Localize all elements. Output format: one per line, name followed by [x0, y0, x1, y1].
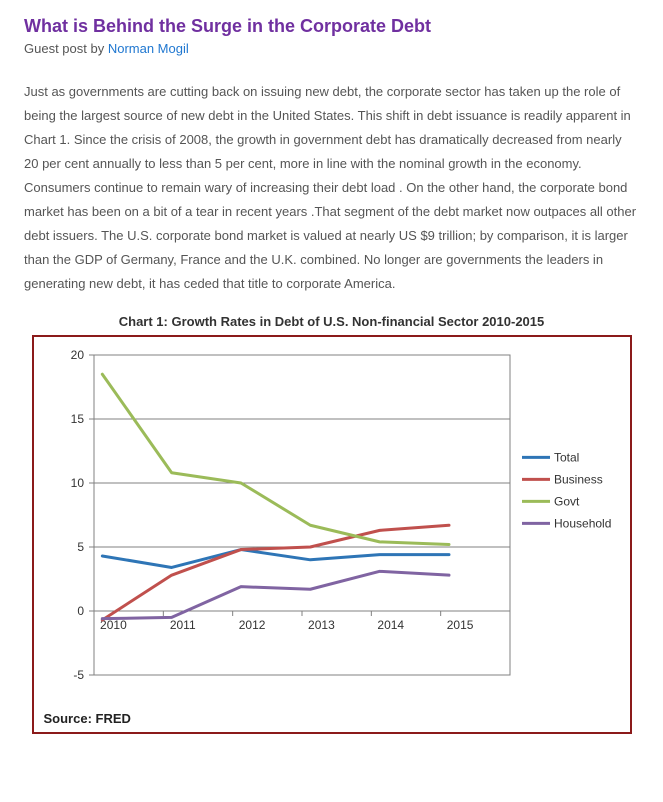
x-tick-label: 2015 — [446, 618, 473, 632]
x-tick-label: 2011 — [169, 618, 195, 632]
byline: Guest post by Norman Mogil — [24, 41, 639, 56]
chart-source: Source: FRED — [44, 711, 620, 726]
x-tick-label: 2012 — [238, 618, 265, 632]
legend-label: Business — [554, 473, 603, 487]
byline-prefix: Guest post by — [24, 41, 108, 56]
article-title: What is Behind the Surge in the Corporat… — [24, 16, 639, 37]
y-tick-label: 20 — [70, 348, 84, 362]
y-tick-label: -5 — [73, 668, 84, 682]
legend-label: Total — [554, 451, 579, 465]
y-tick-label: 5 — [77, 540, 84, 554]
x-tick-label: 2014 — [377, 618, 404, 632]
y-tick-label: 15 — [70, 412, 84, 426]
author-link[interactable]: Norman Mogil — [108, 41, 189, 56]
legend-label: Govt — [554, 495, 580, 509]
legend-label: Household — [554, 517, 611, 531]
article-body: Just as governments are cutting back on … — [24, 80, 639, 296]
x-tick-label: 2013 — [308, 618, 335, 632]
chart-container: -505101520201020112012201320142015TotalB… — [32, 335, 632, 734]
line-chart: -505101520201020112012201320142015TotalB… — [44, 345, 620, 705]
y-tick-label: 0 — [77, 604, 84, 618]
chart-title: Chart 1: Growth Rates in Debt of U.S. No… — [24, 314, 639, 329]
y-tick-label: 10 — [70, 476, 84, 490]
